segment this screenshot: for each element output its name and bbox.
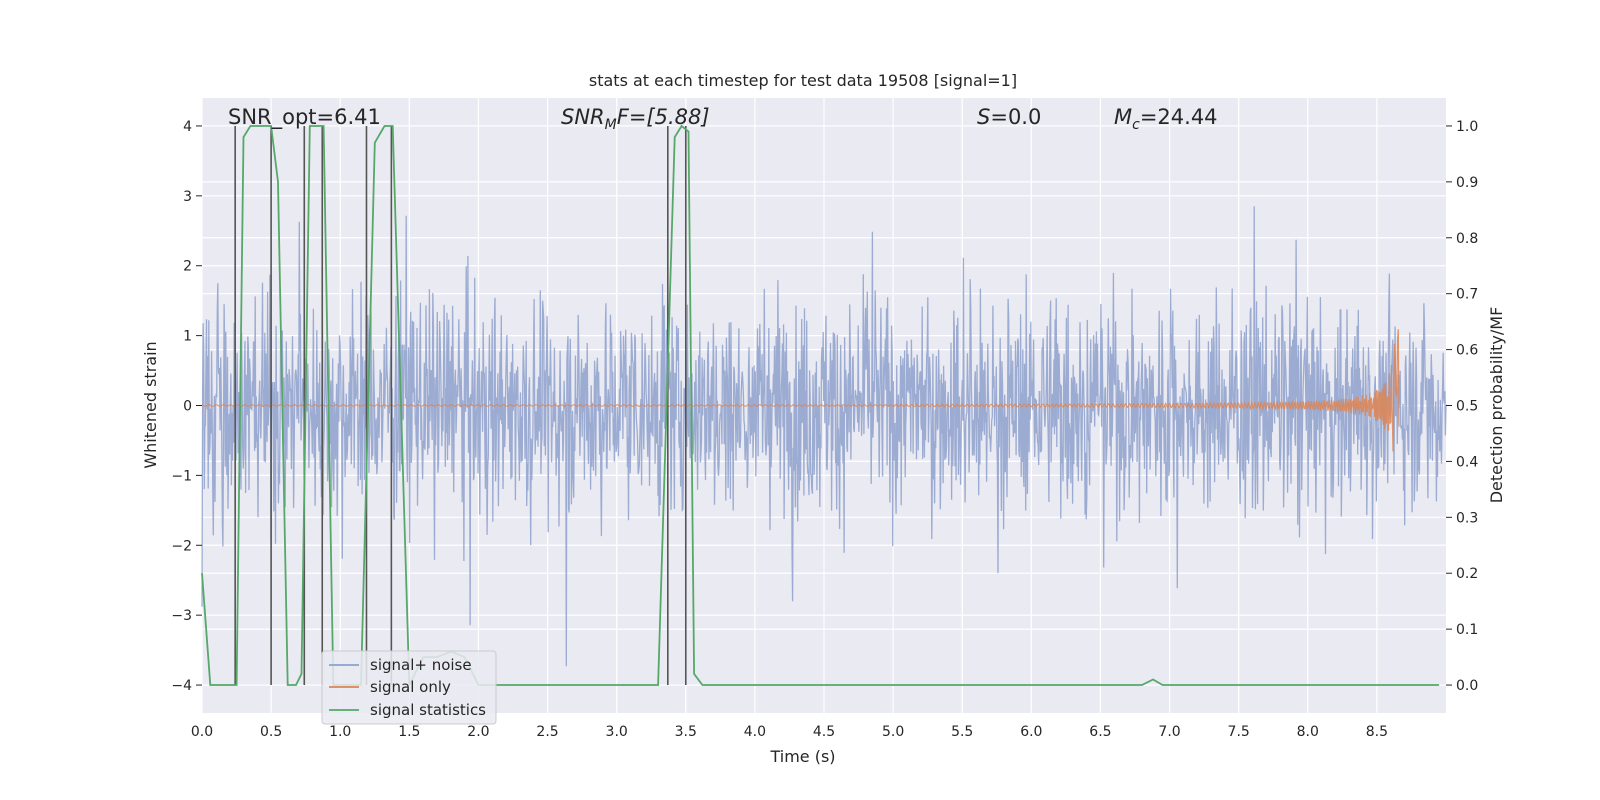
snr-opt-annotation: SNR_opt=6.41	[228, 105, 381, 130]
x-axis-label: Time (s)	[769, 747, 835, 766]
signal-plus-noise-line	[201, 206, 1447, 667]
y-left-tick-label: −3	[171, 608, 192, 624]
x-tick-label: 1.0	[329, 724, 351, 740]
snr-mf-rest: F=[5.88]	[617, 105, 710, 129]
y-right-tick-label: 0.3	[1456, 510, 1478, 526]
y-left-tick-label: 2	[183, 259, 192, 275]
x-tick-label: 0.0	[191, 724, 213, 740]
snr-mf-annotation: SNRMF=[5.88]	[561, 105, 710, 133]
series-signal-plus-noise	[201, 206, 1447, 667]
y-right-tick-label: 0.1	[1456, 622, 1478, 638]
x-tick-label: 1.5	[398, 724, 420, 740]
series-signal-statistics	[201, 124, 1440, 686]
s-value: =0.0	[990, 105, 1041, 129]
x-tick-label: 3.0	[606, 724, 628, 740]
x-tick-label: 2.5	[536, 724, 558, 740]
mc-var: M	[1114, 105, 1132, 129]
x-tick-label: 8.5	[1366, 724, 1388, 740]
x-axis-ticks: 0.0 0.5 1.0 1.5 2.0 2.5 3.0 3.5 4.0 4.5 5.0 5.5 6.0 6…	[191, 724, 1388, 740]
mc-value: =24.44	[1140, 105, 1218, 129]
y-left-tick-label: 4	[183, 119, 192, 135]
y-right-tick-label: 0.7	[1456, 287, 1478, 303]
signal-statistics-line	[201, 124, 1440, 686]
legend-label-signal-plus-noise: signal+ noise	[370, 656, 472, 674]
x-tick-label: 0.5	[260, 724, 282, 740]
legend: signal+ noise signal only signal statist…	[321, 650, 497, 725]
snr-mf-main: SNR	[561, 105, 605, 129]
y-axis-left-label: Whitened strain	[141, 341, 160, 468]
y-right-tick-label: 1.0	[1456, 119, 1478, 135]
legend-label-signal-only: signal only	[370, 678, 451, 696]
mc-annotation: Mc=24.44	[1114, 105, 1218, 133]
legend-label-signal-statistics: signal statistics	[370, 701, 486, 719]
mc-sub: c	[1132, 117, 1140, 133]
y-right-tick-label: 0.0	[1456, 678, 1478, 694]
y-right-tick-label: 0.9	[1456, 175, 1478, 191]
trigger-markers	[234, 125, 687, 686]
x-tick-label: 4.5	[813, 724, 835, 740]
y-left-tick-label: 0	[183, 399, 192, 415]
y-axis-right-ticks: 1.0 0.9 0.8 0.7 0.6 0.5 0.4 0.3 0.2 0.1 0.0	[1446, 119, 1478, 694]
snr-mf-sub: M	[605, 117, 617, 133]
y-right-tick-label: 0.8	[1456, 231, 1478, 247]
y-left-tick-label: −1	[171, 468, 192, 484]
x-tick-label: 5.0	[882, 724, 904, 740]
y-right-tick-label: 0.4	[1456, 454, 1478, 470]
y-right-tick-label: 0.2	[1456, 566, 1478, 582]
x-tick-label: 5.5	[951, 724, 973, 740]
s-annotation: S=0.0	[977, 105, 1041, 129]
x-tick-label: 7.0	[1158, 724, 1180, 740]
y-right-tick-label: 0.6	[1456, 343, 1478, 359]
chart-title: stats at each timestep for test data 195…	[589, 71, 1017, 90]
y-left-tick-label: −2	[171, 538, 192, 554]
x-tick-label: 4.0	[744, 724, 766, 740]
x-tick-label: 2.0	[467, 724, 489, 740]
x-tick-label: 6.5	[1089, 724, 1111, 740]
s-var: S	[977, 105, 990, 129]
x-tick-label: 3.5	[675, 724, 697, 740]
legend-box	[321, 650, 497, 725]
y-left-tick-label: −4	[171, 678, 192, 694]
y-left-tick-label: 1	[183, 329, 192, 345]
x-tick-label: 6.0	[1020, 724, 1042, 740]
x-tick-label: 8.0	[1297, 724, 1319, 740]
y-axis-left-ticks: 4 3 2 1 0 −1 −2 −3 −4	[171, 119, 202, 694]
y-right-tick-label: 0.5	[1456, 399, 1478, 415]
y-axis-right-label: Detection probability/MF	[1487, 307, 1506, 504]
y-left-tick-label: 3	[183, 189, 192, 205]
x-tick-label: 7.5	[1228, 724, 1250, 740]
